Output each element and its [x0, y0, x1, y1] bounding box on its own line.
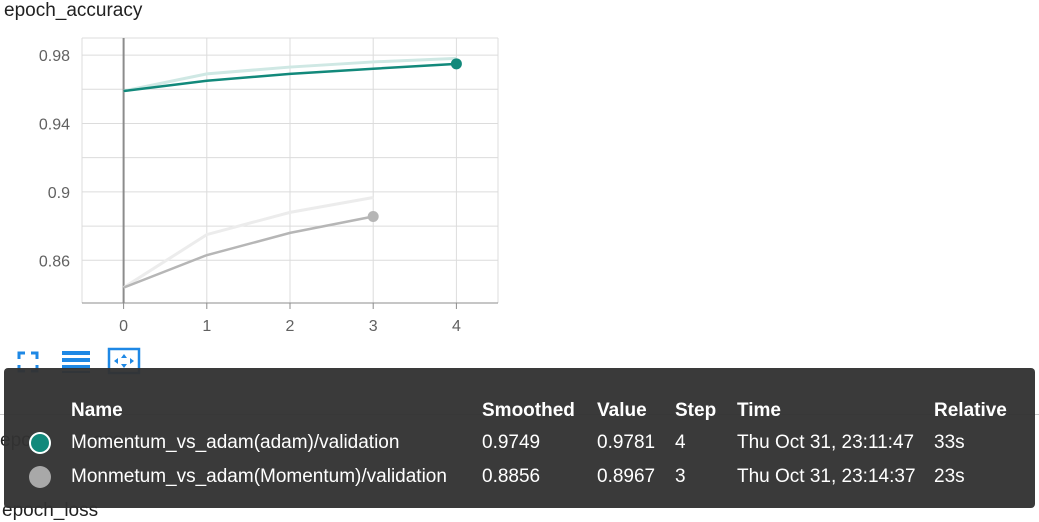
header-name: Name	[71, 400, 123, 421]
x-tick-label: 4	[452, 318, 461, 335]
y-tick-label: 0.94	[39, 116, 70, 133]
header-relative: Relative	[934, 400, 1007, 421]
row-relative: 23s	[934, 466, 965, 487]
row-time: Thu Oct 31, 23:11:47	[737, 432, 915, 453]
header-value: Value	[597, 400, 647, 421]
series-raw-line	[123, 56, 457, 93]
y-tick-label: 0.9	[48, 185, 70, 202]
header-step: Step	[675, 400, 717, 421]
x-tick-label: 2	[286, 318, 295, 335]
series-hover-point	[450, 58, 462, 70]
row-smoothed: 0.8856	[482, 466, 541, 487]
row-step: 4	[675, 432, 686, 453]
row-step: 3	[675, 466, 686, 487]
series-smoothed-line	[123, 215, 374, 289]
series-swatch-gray	[29, 466, 51, 488]
row-smoothed: 0.9749	[482, 432, 541, 453]
header-smoothed: Smoothed	[482, 400, 575, 421]
series-raw-line	[122, 196, 374, 289]
x-tick-label: 0	[119, 318, 128, 335]
row-time: Thu Oct 31, 23:14:37	[737, 466, 916, 487]
y-tick-label: 0.98	[39, 48, 70, 65]
row-name: Momentum_vs_adam(adam)/validation	[71, 432, 400, 453]
series-swatch-teal	[29, 432, 51, 454]
row-relative: 33s	[934, 432, 965, 453]
chart-tooltip: Name Smoothed Value Step Time Relative M…	[4, 368, 1035, 508]
row-value: 0.9781	[597, 432, 656, 453]
line-chart: 0 1 2 3 4 0.98 0.94 0.9 0.86	[39, 37, 499, 335]
header-time: Time	[737, 400, 782, 421]
series-hover-point	[367, 210, 379, 222]
y-tick-label: 0.86	[39, 253, 70, 270]
x-tick-label: 1	[202, 318, 211, 335]
x-tick-label: 3	[369, 318, 378, 335]
chart-title: epoch_accuracy	[4, 0, 143, 21]
row-value: 0.8967	[597, 466, 656, 487]
series-smoothed-line	[123, 62, 457, 93]
row-name: Monmetum_vs_adam(Momentum)/validation	[71, 466, 447, 487]
